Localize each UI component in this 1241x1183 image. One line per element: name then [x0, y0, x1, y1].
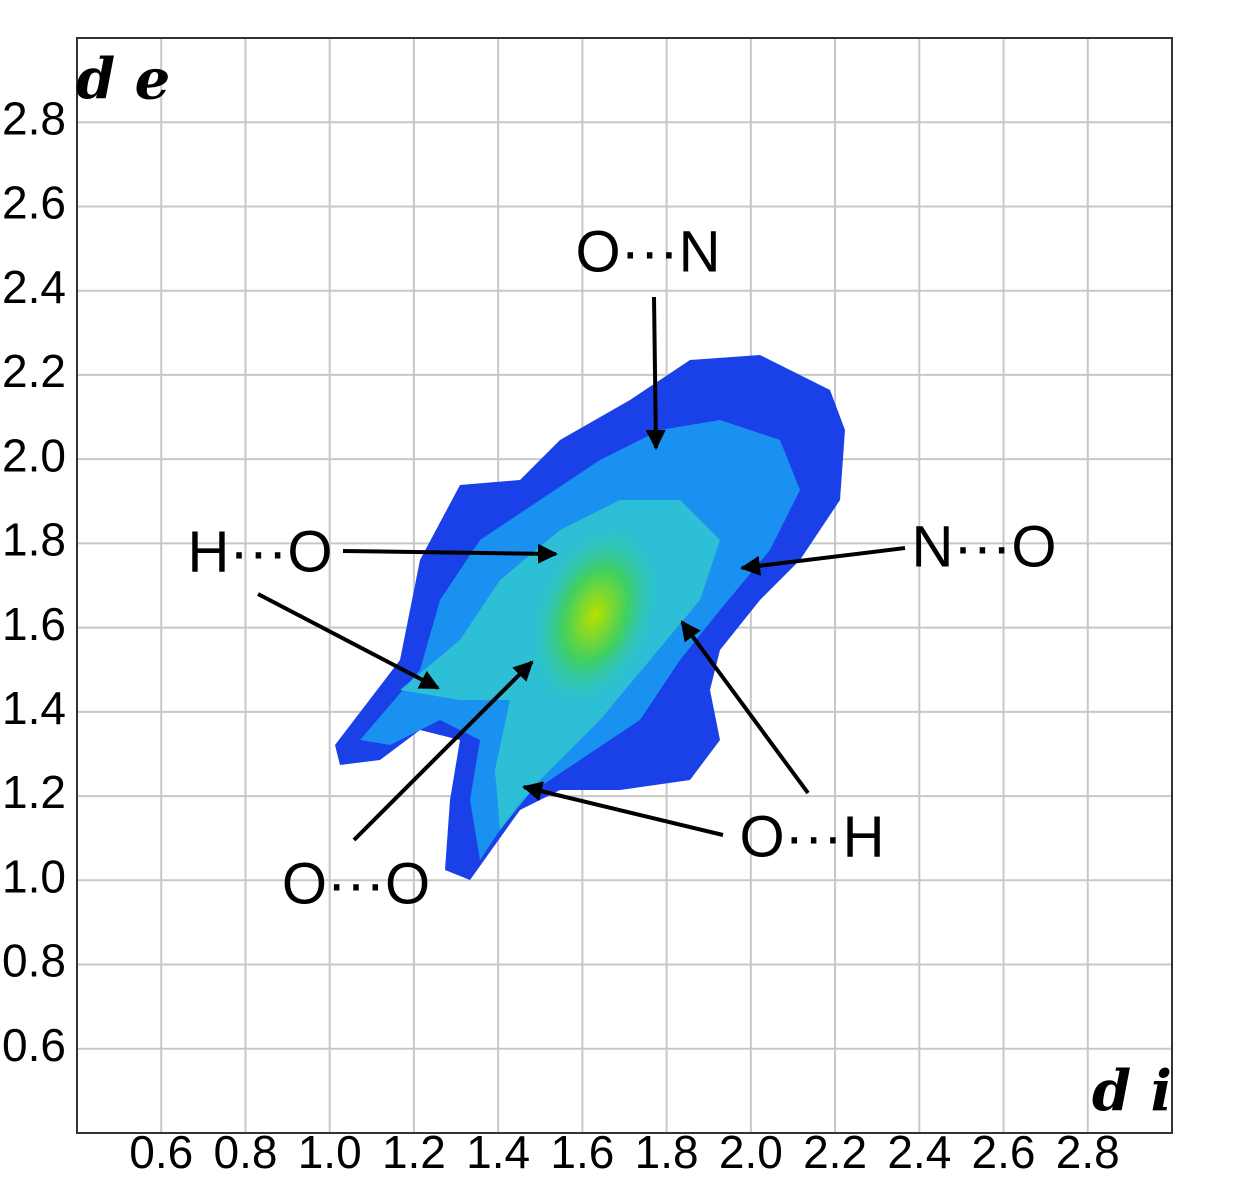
x-tick-label: 2.2: [803, 1126, 867, 1178]
y-tick-label: 1.8: [2, 514, 66, 566]
annotation: O···N: [576, 219, 721, 284]
x-tick-label: 0.8: [213, 1126, 277, 1178]
y-tick-label: 2.8: [2, 92, 66, 144]
annotation: O···H: [740, 804, 885, 869]
x-tick-label: 1.0: [298, 1126, 362, 1178]
y-tick-label: 1.6: [2, 598, 66, 650]
y-tick-label: 2.0: [2, 429, 66, 481]
x-tick-label: 2.0: [719, 1126, 783, 1178]
y-tick-label: 0.8: [2, 935, 66, 987]
arrows: [257, 296, 906, 842]
annotation: O···O: [282, 851, 430, 916]
x-tick-label: 0.6: [129, 1126, 193, 1178]
plot-frame: [76, 37, 1173, 1134]
x-tick-label: 1.8: [635, 1126, 699, 1178]
annotation: N···O: [912, 514, 1057, 579]
x-tick-label: 2.4: [887, 1126, 951, 1178]
y-tick-label: 2.6: [2, 177, 66, 229]
x-tick-label: 2.6: [972, 1126, 1036, 1178]
y-tick-label: 0.6: [2, 1019, 66, 1071]
y-tick-label: 1.4: [2, 682, 66, 734]
x-tick-label: 1.6: [550, 1126, 614, 1178]
fingerprint-cloud: [335, 355, 845, 880]
x-tick-label: 1.4: [466, 1126, 530, 1178]
y-tick-label: 2.2: [2, 345, 66, 397]
x-tick-label: 1.2: [382, 1126, 446, 1178]
x-tick-label: 2.8: [1056, 1126, 1120, 1178]
y-tick-label: 2.4: [2, 261, 66, 313]
annotation: H···O: [188, 519, 333, 584]
y-tick-label: 1.2: [2, 766, 66, 818]
y-tick-label: 1.0: [2, 850, 66, 902]
y-axis-label: d e: [76, 47, 170, 113]
x-axis-label: d i: [1092, 1059, 1172, 1125]
